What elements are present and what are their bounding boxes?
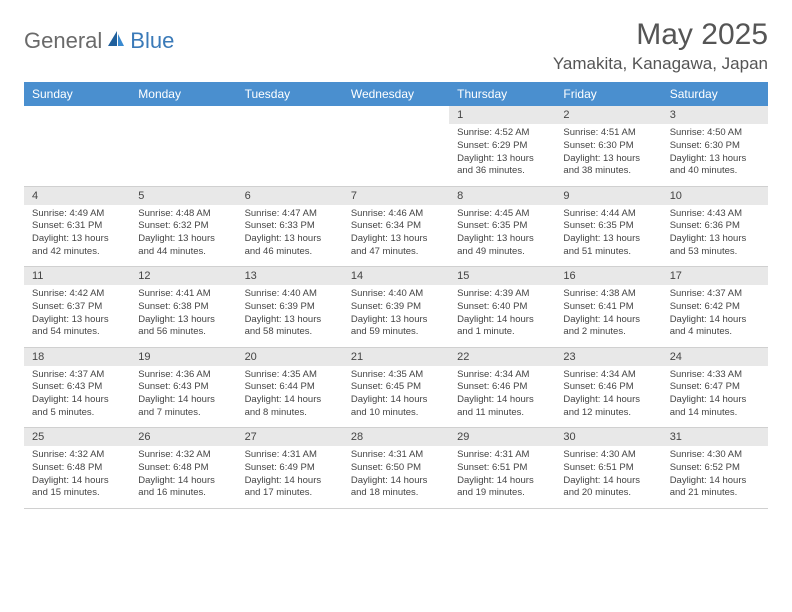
day-detail-cell: Sunrise: 4:33 AMSunset: 6:47 PMDaylight:… xyxy=(662,366,768,428)
weekday-header: Thursday xyxy=(449,82,555,106)
day-number-cell xyxy=(130,106,236,124)
day-number-row: 25262728293031 xyxy=(24,428,768,447)
day-number-cell xyxy=(343,106,449,124)
day-detail-cell: Sunrise: 4:43 AMSunset: 6:36 PMDaylight:… xyxy=(662,205,768,267)
day-number-cell: 5 xyxy=(130,186,236,205)
day-detail-cell: Sunrise: 4:37 AMSunset: 6:42 PMDaylight:… xyxy=(662,285,768,347)
day-number-cell: 9 xyxy=(555,186,661,205)
day-number-cell: 27 xyxy=(237,428,343,447)
day-detail-cell: Sunrise: 4:36 AMSunset: 6:43 PMDaylight:… xyxy=(130,366,236,428)
month-title: May 2025 xyxy=(553,18,768,52)
day-detail-row: Sunrise: 4:37 AMSunset: 6:43 PMDaylight:… xyxy=(24,366,768,428)
weekday-header: Saturday xyxy=(662,82,768,106)
day-number-cell: 11 xyxy=(24,267,130,286)
calendar-header-row: SundayMondayTuesdayWednesdayThursdayFrid… xyxy=(24,82,768,106)
day-number-cell: 14 xyxy=(343,267,449,286)
day-number-cell: 21 xyxy=(343,347,449,366)
day-number-cell: 30 xyxy=(555,428,661,447)
day-number-cell: 18 xyxy=(24,347,130,366)
day-number-cell: 6 xyxy=(237,186,343,205)
weekday-header: Monday xyxy=(130,82,236,106)
day-number-cell: 15 xyxy=(449,267,555,286)
day-detail-cell: Sunrise: 4:34 AMSunset: 6:46 PMDaylight:… xyxy=(449,366,555,428)
day-detail-cell: Sunrise: 4:32 AMSunset: 6:48 PMDaylight:… xyxy=(130,446,236,508)
weekday-header: Tuesday xyxy=(237,82,343,106)
calendar-table: SundayMondayTuesdayWednesdayThursdayFrid… xyxy=(24,82,768,509)
calendar-page: General Blue May 2025 Yamakita, Kanagawa… xyxy=(0,0,792,519)
day-number-cell: 20 xyxy=(237,347,343,366)
brand-part2: Blue xyxy=(130,28,174,54)
weekday-header: Sunday xyxy=(24,82,130,106)
day-detail-cell: Sunrise: 4:41 AMSunset: 6:38 PMDaylight:… xyxy=(130,285,236,347)
day-detail-cell: Sunrise: 4:44 AMSunset: 6:35 PMDaylight:… xyxy=(555,205,661,267)
day-detail-cell: Sunrise: 4:31 AMSunset: 6:51 PMDaylight:… xyxy=(449,446,555,508)
location-text: Yamakita, Kanagawa, Japan xyxy=(553,54,768,74)
day-number-cell xyxy=(237,106,343,124)
header: General Blue May 2025 Yamakita, Kanagawa… xyxy=(24,18,768,74)
day-number-cell: 24 xyxy=(662,347,768,366)
day-number-cell: 25 xyxy=(24,428,130,447)
weekday-header: Wednesday xyxy=(343,82,449,106)
day-number-cell: 10 xyxy=(662,186,768,205)
day-detail-row: Sunrise: 4:49 AMSunset: 6:31 PMDaylight:… xyxy=(24,205,768,267)
day-number-row: 45678910 xyxy=(24,186,768,205)
brand-part1: General xyxy=(24,28,102,54)
day-number-cell: 7 xyxy=(343,186,449,205)
day-detail-cell: Sunrise: 4:39 AMSunset: 6:40 PMDaylight:… xyxy=(449,285,555,347)
title-block: May 2025 Yamakita, Kanagawa, Japan xyxy=(553,18,768,74)
day-detail-cell: Sunrise: 4:30 AMSunset: 6:51 PMDaylight:… xyxy=(555,446,661,508)
day-detail-cell xyxy=(237,124,343,186)
day-number-cell: 13 xyxy=(237,267,343,286)
weekday-header: Friday xyxy=(555,82,661,106)
day-detail-row: Sunrise: 4:42 AMSunset: 6:37 PMDaylight:… xyxy=(24,285,768,347)
day-number-cell: 16 xyxy=(555,267,661,286)
day-number-cell xyxy=(24,106,130,124)
day-detail-cell: Sunrise: 4:49 AMSunset: 6:31 PMDaylight:… xyxy=(24,205,130,267)
day-number-cell: 12 xyxy=(130,267,236,286)
day-detail-cell: Sunrise: 4:32 AMSunset: 6:48 PMDaylight:… xyxy=(24,446,130,508)
day-detail-cell: Sunrise: 4:31 AMSunset: 6:50 PMDaylight:… xyxy=(343,446,449,508)
day-number-cell: 19 xyxy=(130,347,236,366)
day-detail-cell xyxy=(130,124,236,186)
day-detail-cell: Sunrise: 4:48 AMSunset: 6:32 PMDaylight:… xyxy=(130,205,236,267)
day-detail-cell: Sunrise: 4:50 AMSunset: 6:30 PMDaylight:… xyxy=(662,124,768,186)
day-detail-row: Sunrise: 4:52 AMSunset: 6:29 PMDaylight:… xyxy=(24,124,768,186)
day-detail-cell: Sunrise: 4:40 AMSunset: 6:39 PMDaylight:… xyxy=(343,285,449,347)
day-number-row: 123 xyxy=(24,106,768,124)
day-number-cell: 17 xyxy=(662,267,768,286)
day-detail-cell: Sunrise: 4:37 AMSunset: 6:43 PMDaylight:… xyxy=(24,366,130,428)
day-number-cell: 2 xyxy=(555,106,661,124)
day-detail-cell: Sunrise: 4:30 AMSunset: 6:52 PMDaylight:… xyxy=(662,446,768,508)
day-number-row: 11121314151617 xyxy=(24,267,768,286)
day-number-cell: 8 xyxy=(449,186,555,205)
day-number-cell: 1 xyxy=(449,106,555,124)
day-detail-cell: Sunrise: 4:52 AMSunset: 6:29 PMDaylight:… xyxy=(449,124,555,186)
day-number-cell: 3 xyxy=(662,106,768,124)
day-number-cell: 29 xyxy=(449,428,555,447)
day-detail-cell: Sunrise: 4:51 AMSunset: 6:30 PMDaylight:… xyxy=(555,124,661,186)
day-number-row: 18192021222324 xyxy=(24,347,768,366)
day-detail-cell: Sunrise: 4:38 AMSunset: 6:41 PMDaylight:… xyxy=(555,285,661,347)
day-detail-cell xyxy=(24,124,130,186)
brand-logo: General Blue xyxy=(24,18,174,54)
day-number-cell: 23 xyxy=(555,347,661,366)
day-detail-cell: Sunrise: 4:47 AMSunset: 6:33 PMDaylight:… xyxy=(237,205,343,267)
day-detail-cell: Sunrise: 4:35 AMSunset: 6:45 PMDaylight:… xyxy=(343,366,449,428)
day-detail-cell: Sunrise: 4:34 AMSunset: 6:46 PMDaylight:… xyxy=(555,366,661,428)
day-number-cell: 4 xyxy=(24,186,130,205)
day-detail-cell xyxy=(343,124,449,186)
day-detail-cell: Sunrise: 4:46 AMSunset: 6:34 PMDaylight:… xyxy=(343,205,449,267)
day-number-cell: 28 xyxy=(343,428,449,447)
day-number-cell: 31 xyxy=(662,428,768,447)
day-detail-cell: Sunrise: 4:40 AMSunset: 6:39 PMDaylight:… xyxy=(237,285,343,347)
day-detail-cell: Sunrise: 4:35 AMSunset: 6:44 PMDaylight:… xyxy=(237,366,343,428)
day-number-cell: 22 xyxy=(449,347,555,366)
day-detail-cell: Sunrise: 4:31 AMSunset: 6:49 PMDaylight:… xyxy=(237,446,343,508)
calendar-body: 123Sunrise: 4:52 AMSunset: 6:29 PMDaylig… xyxy=(24,106,768,508)
day-number-cell: 26 xyxy=(130,428,236,447)
day-detail-row: Sunrise: 4:32 AMSunset: 6:48 PMDaylight:… xyxy=(24,446,768,508)
day-detail-cell: Sunrise: 4:42 AMSunset: 6:37 PMDaylight:… xyxy=(24,285,130,347)
day-detail-cell: Sunrise: 4:45 AMSunset: 6:35 PMDaylight:… xyxy=(449,205,555,267)
logo-sail-icon xyxy=(106,30,126,53)
